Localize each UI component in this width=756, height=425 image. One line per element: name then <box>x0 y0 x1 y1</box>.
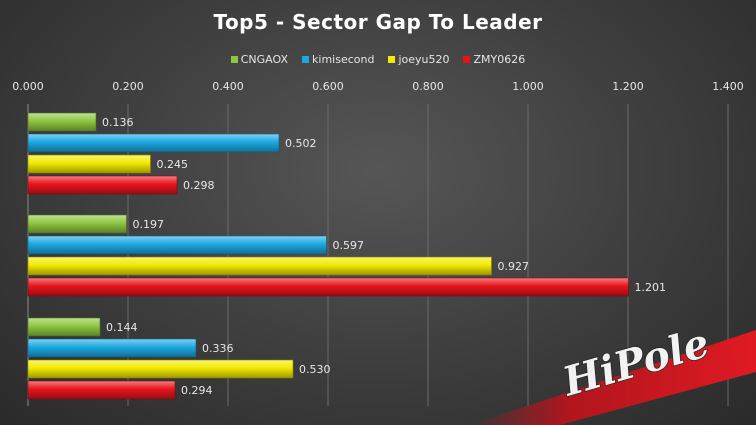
data-label: 0.502 <box>285 137 317 150</box>
data-label: 0.245 <box>157 158 189 171</box>
x-tick-label: 0.000 <box>12 80 44 93</box>
x-tick-label: 0.600 <box>312 80 344 93</box>
legend-item: joeyu520 <box>388 53 449 66</box>
data-label: 0.927 <box>498 260 530 273</box>
bar-kimisecond <box>27 338 197 358</box>
x-tick-label: 1.000 <box>512 80 544 93</box>
legend-label: kimisecond <box>312 53 375 66</box>
legend-item: ZMY0626 <box>463 53 525 66</box>
bar-zmy0626 <box>27 277 629 297</box>
data-label: 1.201 <box>635 281 667 294</box>
legend-swatch <box>230 56 238 63</box>
legend-swatch <box>302 56 310 63</box>
data-label: 0.197 <box>133 218 165 231</box>
x-tick-label: 0.800 <box>412 80 444 93</box>
legend-swatch <box>388 56 396 63</box>
data-label: 0.336 <box>202 342 234 355</box>
x-tick-label: 0.400 <box>212 80 244 93</box>
bar-kimisecond <box>27 235 327 255</box>
data-label: 0.294 <box>181 384 213 397</box>
chart-title: Top5 - Sector Gap To Leader <box>213 10 543 34</box>
bar-joeyu520 <box>27 256 492 276</box>
bar-zmy0626 <box>27 380 176 400</box>
legend-label: ZMY0626 <box>473 53 526 66</box>
x-tick-label: 1.400 <box>712 80 744 93</box>
data-label: 0.597 <box>333 239 365 252</box>
bar-cngaox <box>27 317 101 337</box>
bar-kimisecond <box>27 133 280 153</box>
data-label: 0.136 <box>102 116 134 129</box>
legend-label: CNGAOX <box>240 53 289 66</box>
bar-cngaox <box>27 112 97 132</box>
watermark-band <box>470 330 756 425</box>
data-label: 0.144 <box>106 321 138 334</box>
bar-joeyu520 <box>27 154 151 174</box>
legend-item: CNGAOX <box>230 53 289 66</box>
x-tick-label: 1.200 <box>612 80 644 93</box>
chart-legend: CNGAOX kimisecond joeyu520 ZMY0626 <box>0 53 756 66</box>
x-tick-label: 0.200 <box>112 80 144 93</box>
bar-joeyu520 <box>27 359 294 379</box>
data-label: 0.298 <box>183 179 215 192</box>
bar-cngaox <box>27 214 127 234</box>
data-label: 0.530 <box>299 363 331 376</box>
legend-label: joeyu520 <box>398 53 450 66</box>
legend-swatch <box>463 56 471 63</box>
legend-item: kimisecond <box>302 53 374 66</box>
bar-zmy0626 <box>27 175 178 195</box>
